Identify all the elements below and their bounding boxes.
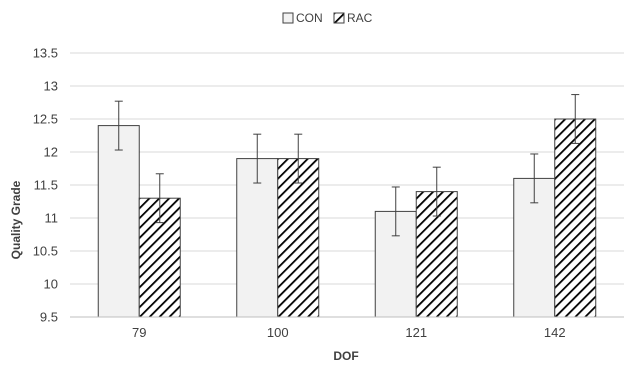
y-axis-title: Quality Grade — [9, 180, 23, 259]
bar-con-79 — [97, 125, 140, 318]
x-tick-label: 121 — [405, 325, 427, 340]
x-axis-title: DOF — [333, 349, 358, 363]
x-tick-label: 142 — [544, 325, 566, 340]
x-tick-label: 100 — [267, 325, 289, 340]
legend-swatch-rac — [333, 12, 345, 24]
legend-swatch-con — [282, 12, 294, 24]
error-bar-rac-100 — [294, 133, 303, 184]
error-bar-rac-121 — [432, 166, 441, 217]
y-tick-label: 13 — [44, 79, 58, 94]
error-bar-con-121 — [391, 186, 400, 237]
error-bar-con-79 — [114, 100, 123, 151]
error-bar-con-142 — [530, 153, 539, 204]
y-tick-label: 11.5 — [34, 178, 58, 193]
y-axis-tick-labels: 9.5 10 10.5 11 11.5 12 12.5 13 13.5 — [33, 46, 58, 325]
error-bars — [114, 94, 580, 237]
y-tick-label: 12.5 — [33, 112, 58, 127]
error-bar-con-100 — [253, 133, 262, 184]
x-tick-label: 79 — [132, 325, 146, 340]
y-tick-label: 11 — [45, 211, 59, 226]
y-tick-label: 13.5 — [33, 46, 58, 61]
x-axis-tick-labels: 79 100 121 142 — [132, 325, 566, 340]
legend-label-rac: RAC — [347, 11, 373, 25]
y-tick-label: 12 — [44, 145, 58, 160]
y-tick-label: 9.5 — [40, 310, 58, 325]
legend: CON RAC — [282, 11, 373, 25]
error-bar-rac-142 — [571, 94, 580, 144]
bar-rac-142 — [554, 118, 597, 318]
y-tick-label: 10.5 — [33, 244, 58, 259]
y-tick-label: 10 — [44, 277, 58, 292]
error-bar-rac-79 — [155, 173, 164, 224]
legend-label-con: CON — [296, 11, 323, 25]
bar-rac-100 — [277, 158, 320, 318]
